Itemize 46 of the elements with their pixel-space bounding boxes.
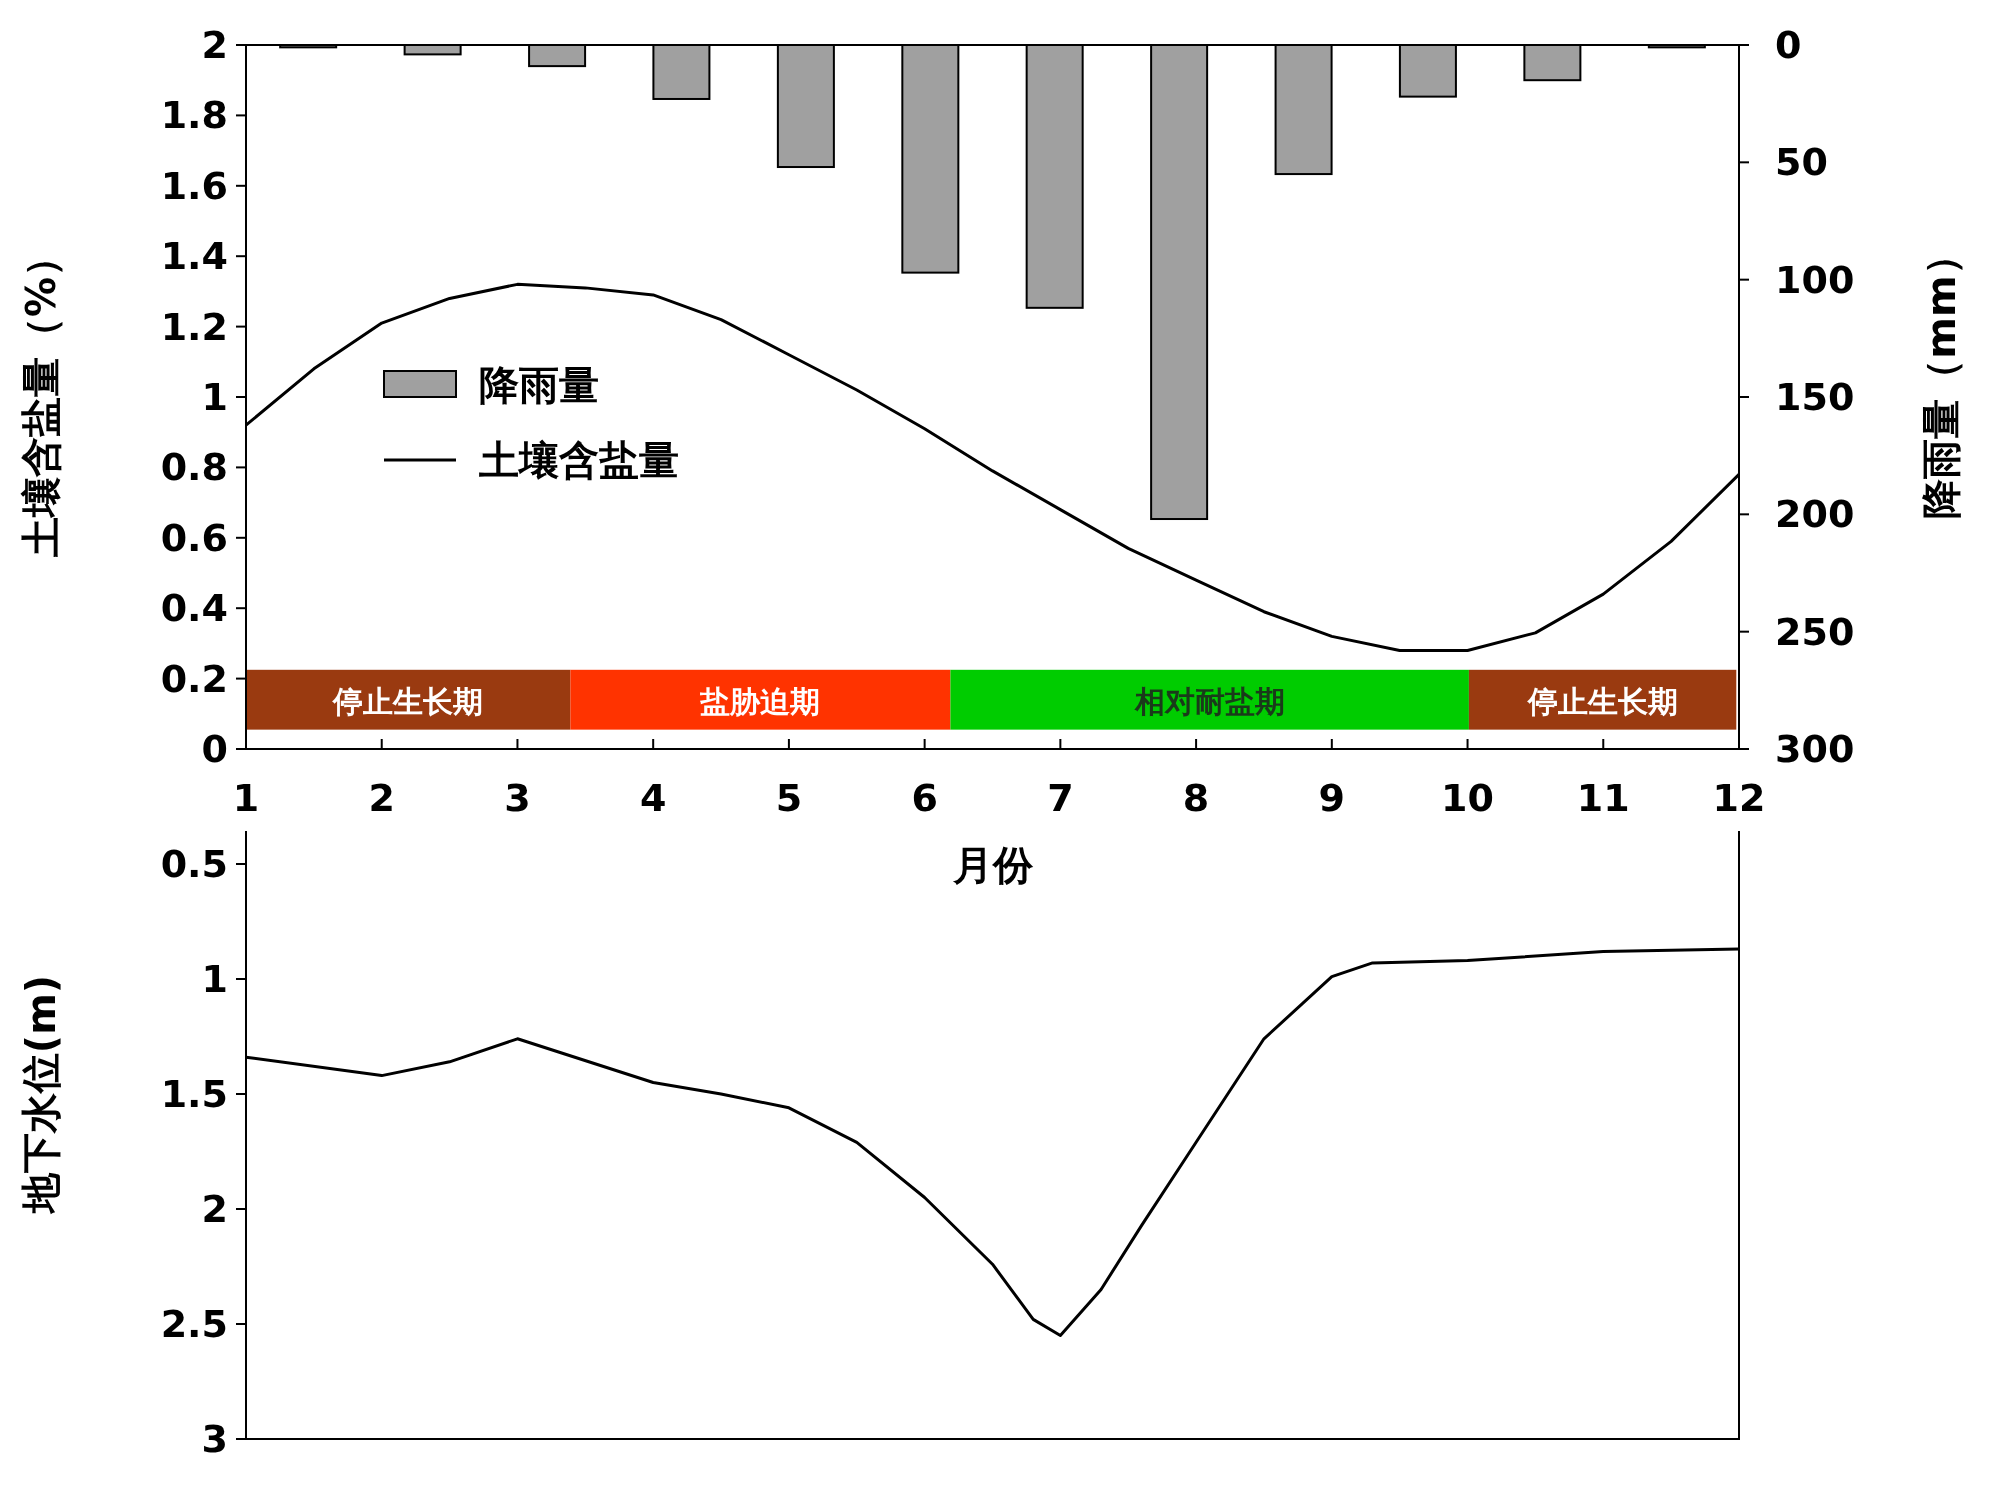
y-tick-label: 0.6 — [160, 515, 228, 560]
x-axis-title: 月份 — [951, 842, 1034, 888]
legend-label: 土壤含盐量 — [479, 437, 679, 483]
x-tick-label: 2 — [368, 776, 395, 820]
y-tick-label: 1.6 — [160, 163, 228, 208]
y-tick-label: 1 — [201, 957, 228, 1001]
y2-tick-label: 250 — [1775, 609, 1855, 654]
y2-tick-label: 300 — [1775, 727, 1855, 771]
x-tick-label: 7 — [1047, 776, 1074, 820]
y2-tick-label: 0 — [1775, 23, 1802, 67]
band-label: 盐胁迫期 — [699, 683, 821, 719]
x-tick-label: 5 — [775, 776, 803, 820]
y-tick-label: 0 — [201, 727, 228, 771]
y-axis-title: 土壤含盐量（%） — [18, 236, 64, 558]
x-tick-label: 4 — [639, 776, 667, 820]
x-tick-label: 1 — [232, 776, 260, 820]
y-tick-label: 1.2 — [160, 304, 228, 349]
y2-axis-title: 降雨量（mm） — [1918, 235, 1964, 519]
x-tick-label: 9 — [1318, 776, 1346, 820]
y-tick-label: 1 — [201, 375, 228, 419]
band-label: 停止生长期 — [332, 683, 484, 719]
y-tick-label: 0.4 — [160, 586, 228, 631]
y-tick-label: 0.2 — [160, 656, 228, 701]
y-tick-label: 1.4 — [160, 234, 228, 279]
y-tick-label: 2 — [201, 23, 228, 67]
y-tick-label: 1.5 — [160, 1072, 228, 1116]
y-tick-label: 0.8 — [160, 445, 228, 490]
y2-tick-label: 150 — [1775, 375, 1855, 419]
y2-tick-label: 200 — [1775, 492, 1855, 537]
x-tick-label: 12 — [1712, 776, 1766, 820]
x-tick-label: 11 — [1576, 776, 1630, 820]
y-tick-label: 2 — [201, 1187, 228, 1231]
y2-tick-label: 100 — [1775, 257, 1855, 302]
y-tick-label: 3 — [201, 1417, 228, 1461]
y2-tick-label: 50 — [1775, 140, 1828, 185]
x-tick-label: 10 — [1441, 776, 1494, 820]
x-tick-label: 6 — [911, 776, 938, 820]
band-label: 停止生长期 — [1526, 683, 1678, 719]
band-label: 相对耐盐期 — [1133, 683, 1285, 719]
y-axis-title: 地下水位(m) — [18, 974, 64, 1216]
x-tick-label: 3 — [504, 776, 531, 820]
legend-label: 降雨量 — [479, 362, 599, 408]
y-tick-label: 0.5 — [160, 842, 228, 886]
y-tick-label: 1.8 — [160, 93, 228, 138]
x-tick-label: 8 — [1182, 776, 1210, 820]
y-tick-label: 2.5 — [160, 1302, 228, 1346]
